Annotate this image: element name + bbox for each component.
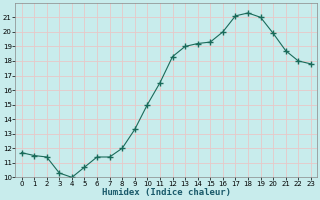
X-axis label: Humidex (Indice chaleur): Humidex (Indice chaleur)	[102, 188, 231, 197]
